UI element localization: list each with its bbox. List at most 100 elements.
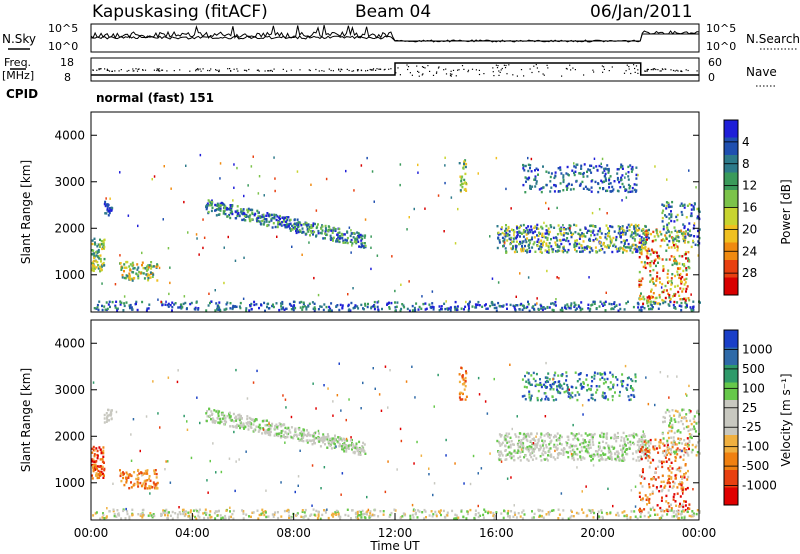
echo-cell [95,266,98,269]
echo-cell [540,383,543,387]
echo-cell [647,236,650,240]
nave-dot [375,69,377,71]
echo-cell [654,445,657,448]
echo-cell [650,295,653,298]
echo-cell [607,171,610,174]
echo-cell [590,247,593,250]
echo-cell [639,515,642,518]
echo-cell [642,443,645,447]
echo-cell [616,176,619,180]
echo-cell [521,511,524,514]
echo-cell [549,383,552,387]
echo-cell [548,436,551,439]
echo-cell [267,515,270,518]
echo-cell [277,516,280,520]
echo-cell [655,264,657,268]
echo-cell [682,223,685,226]
echo-cell [338,240,341,244]
echo-cell [590,234,592,237]
echo-cell [266,515,269,518]
echo-cell [209,510,212,513]
echo-cell [665,207,668,210]
echo-cell [509,446,512,449]
echo-cell [217,203,220,207]
echo-cell [92,263,94,267]
echo-cell [125,479,128,482]
echo-cell [549,190,552,193]
nave-dot [634,71,636,73]
nave-dot [197,69,199,71]
echo-cell [551,302,554,305]
echo-cell [357,232,360,235]
echo-cell [667,246,670,249]
echo-cell [506,239,509,242]
echo-cell [613,230,616,233]
echo-cell [468,302,471,305]
echo-cell [298,228,301,232]
echo-cell [685,450,688,453]
echo-cell [206,202,209,205]
echo-cell [579,306,582,309]
echo-cell [213,409,216,412]
echo-cell [314,222,316,226]
echo-cell [277,221,280,224]
echo-cell [674,474,677,477]
echo-cell [580,387,583,390]
echo-cell [690,214,693,218]
echo-cell [345,445,348,449]
echo-cell [411,309,414,312]
echo-cell [100,243,103,246]
echo-cell [694,203,696,206]
nsearch-series-line [90,33,699,42]
echo-cell [354,511,357,515]
echo-cell [608,388,611,391]
echo-cell [670,436,673,439]
echo-cell [637,303,640,306]
nave-dot [498,70,500,72]
echo-cell [651,277,654,280]
echo-cell [594,246,597,249]
echo-cell [640,475,643,478]
echo-cell [207,304,210,307]
echo-cell [550,186,553,189]
echo-cell [485,307,488,310]
echo-cell [567,517,570,520]
echo-cell [552,509,555,512]
echo-cell [650,296,653,299]
echo-cell [616,178,619,181]
echo-cell [512,304,515,307]
echo-cell [646,447,649,450]
echo-cell [173,303,176,306]
echo-cell [135,272,138,275]
echo-cell [338,442,341,446]
echo-cell [544,451,547,455]
echo-cell [644,456,647,460]
echo-cell [526,248,529,252]
echo-cell [565,441,568,444]
echo-cell [119,469,121,472]
echo-cell [132,271,135,274]
echo-cell [118,514,121,517]
echo-cell [242,510,245,513]
echo-cell [586,450,589,453]
echo-cell [616,250,619,253]
echo-cell [674,229,677,232]
echo-cell [360,242,363,245]
echo-cell [566,184,569,188]
echo-cell [648,307,650,311]
echo-cell [555,398,558,401]
echo-cell [477,300,480,304]
echo-cell [141,264,143,267]
echo-cell [273,156,275,159]
echo-cell [92,249,95,252]
echo-cell [523,513,526,516]
echo-cell [348,308,351,311]
echo-cell [540,187,543,190]
echo-cell [601,440,604,443]
echo-cell [349,444,352,447]
echo-cell [169,266,171,269]
echo-cell [185,164,187,167]
nave-dot [257,69,259,71]
echo-cell [619,236,622,239]
echo-cell [641,497,644,500]
